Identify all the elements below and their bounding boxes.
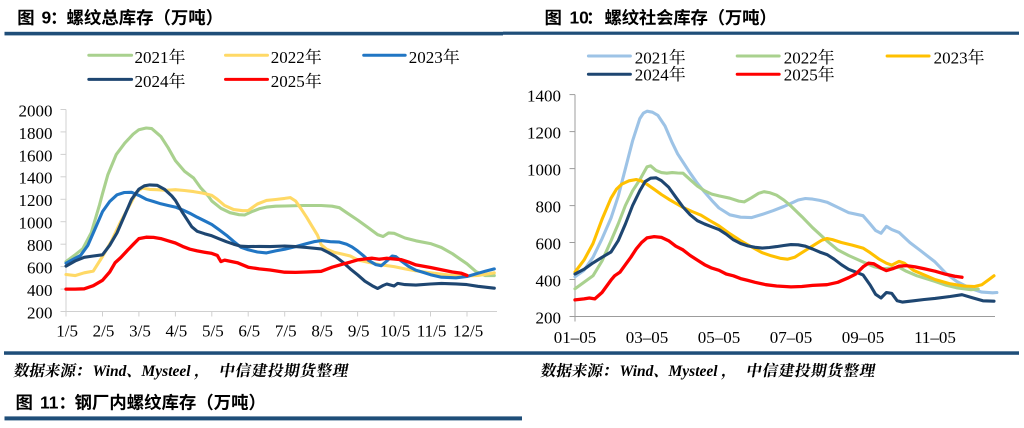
svg-text:3/5: 3/5: [129, 322, 151, 341]
svg-text:1800: 1800: [19, 124, 53, 143]
svg-text:8/5: 8/5: [311, 322, 333, 341]
svg-text:10: 10: [570, 8, 589, 28]
svg-text:Mysteel: Mysteel: [141, 363, 192, 380]
svg-text:2025: 2025: [784, 65, 818, 84]
svg-text:4/5: 4/5: [166, 322, 188, 341]
svg-text:12/5: 12/5: [453, 322, 483, 341]
svg-text:01–05: 01–05: [554, 328, 597, 347]
svg-text:Wind: Wind: [93, 363, 127, 380]
svg-text:7/5: 7/5: [275, 322, 297, 341]
svg-text:5/5: 5/5: [202, 322, 224, 341]
svg-text:2023: 2023: [409, 48, 443, 67]
svg-text:11/5: 11/5: [417, 322, 447, 341]
svg-text:Wind: Wind: [620, 363, 654, 380]
svg-text:2/5: 2/5: [93, 322, 115, 341]
svg-text:Mysteel: Mysteel: [668, 363, 719, 380]
svg-text:2024: 2024: [135, 72, 170, 91]
svg-text:10/5: 10/5: [380, 322, 410, 341]
svg-text:400: 400: [27, 281, 53, 300]
svg-text:2023: 2023: [934, 48, 968, 67]
svg-text:2025: 2025: [271, 72, 305, 91]
svg-text:6/5: 6/5: [238, 322, 260, 341]
svg-text:2024: 2024: [635, 65, 670, 84]
svg-text:200: 200: [27, 303, 53, 322]
svg-text:9/5: 9/5: [348, 322, 370, 341]
svg-text:03–05: 03–05: [626, 328, 669, 347]
svg-text:600: 600: [27, 259, 53, 278]
svg-text:9: 9: [42, 8, 52, 28]
svg-text:1400: 1400: [527, 87, 561, 106]
svg-text:11–05: 11–05: [914, 328, 956, 347]
svg-text:1/5: 1/5: [56, 322, 78, 341]
svg-text:200: 200: [536, 308, 562, 327]
svg-text:1200: 1200: [527, 124, 561, 143]
svg-text:2021: 2021: [635, 48, 669, 67]
svg-text:2021: 2021: [135, 48, 169, 67]
svg-text:1400: 1400: [19, 169, 53, 188]
svg-text:600: 600: [536, 234, 562, 253]
svg-text:11: 11: [40, 392, 59, 412]
svg-text:09–05: 09–05: [842, 328, 885, 347]
svg-text:800: 800: [27, 236, 53, 255]
svg-text:1000: 1000: [527, 161, 561, 180]
svg-text:07–05: 07–05: [770, 328, 813, 347]
svg-text:2000: 2000: [19, 101, 53, 120]
svg-text:2022: 2022: [784, 48, 818, 67]
svg-text:05–05: 05–05: [698, 328, 741, 347]
svg-text:2022: 2022: [271, 48, 305, 67]
svg-text:400: 400: [536, 271, 562, 290]
svg-text:1200: 1200: [19, 191, 53, 210]
svg-text:1000: 1000: [19, 214, 53, 233]
svg-text:1600: 1600: [19, 146, 53, 165]
svg-text:800: 800: [536, 198, 562, 217]
